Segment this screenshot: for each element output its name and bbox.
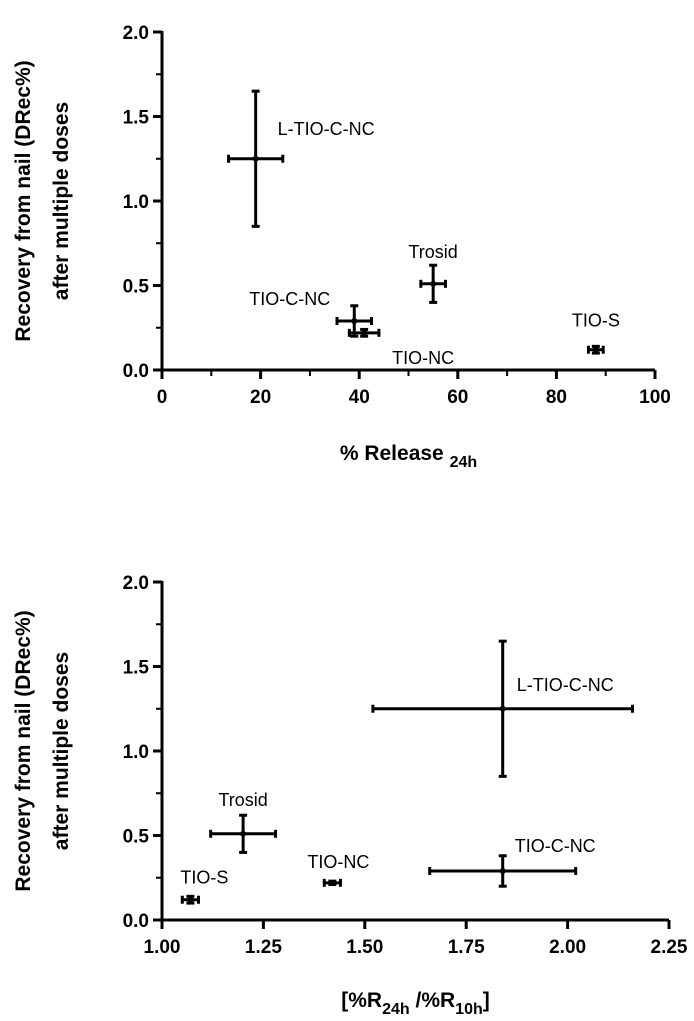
- x-axis-title-main: % Release: [340, 442, 450, 465]
- point-label: Trosid: [218, 790, 267, 810]
- y-axis-title-line2: after multiple doses: [50, 652, 73, 850]
- point-label: Trosid: [408, 242, 457, 262]
- point-label: TIO-NC: [307, 852, 369, 872]
- y-tick-label: 0.5: [123, 827, 150, 848]
- x-axis-title-end: ]: [483, 989, 490, 1012]
- x-axis-title-mid: /%R: [410, 989, 456, 1012]
- y-tick-label: 2.0: [123, 23, 149, 44]
- x-axis-title-subscript-1: 24h: [382, 1001, 410, 1018]
- data-point-tio-nc: TIO-NC: [347, 327, 454, 368]
- x-tick-label: 60: [447, 387, 468, 408]
- x-tick-label: 1.50: [346, 937, 383, 958]
- point-marker: [351, 317, 358, 324]
- point-marker: [499, 867, 506, 874]
- point-marker: [592, 346, 599, 353]
- x-tick-label: 100: [639, 387, 671, 408]
- y-axis-title-line1: Recovery from nail (DRec%): [12, 60, 35, 341]
- x-tick-label: 1.75: [448, 937, 485, 958]
- point-marker: [240, 830, 247, 837]
- x-axis-title-subscript-2: 10h: [455, 1001, 483, 1018]
- chart-release-24h: 0.0 0.5 1.0 1.5 2.0 0 20 40 60 80 100 Recovery from…: [12, 23, 671, 471]
- point-label: TIO-C-NC: [515, 836, 596, 856]
- x-tick-label: 1.25: [245, 937, 282, 958]
- data-point-tio-c-nc: TIO-C-NC: [428, 836, 596, 888]
- data-point-tio-c-nc: TIO-C-NC: [249, 289, 374, 338]
- y-tick-label: 0.0: [123, 361, 149, 382]
- point-label: L-TIO-C-NC: [278, 119, 375, 139]
- y-tick-label: 2.0: [123, 573, 149, 594]
- x-axis-title-subscript: 24h: [450, 454, 478, 471]
- y-tick-label: 1.0: [123, 742, 149, 763]
- point-label: TIO-S: [180, 868, 228, 888]
- x-tick-label: 40: [349, 387, 370, 408]
- x-tick-label: 20: [250, 387, 271, 408]
- data-point-l-tio-c-nc: L-TIO-C-NC: [227, 89, 375, 228]
- data-point-tio-s: TIO-S: [180, 868, 228, 905]
- data-point-l-tio-c-nc: L-TIO-C-NC: [371, 639, 634, 778]
- point-label: L-TIO-C-NC: [517, 675, 614, 695]
- point-marker: [329, 879, 336, 886]
- y-tick-label: 1.5: [123, 658, 150, 679]
- x-tick-label: 0: [157, 387, 168, 408]
- y-tick-label: 0.0: [123, 911, 149, 932]
- data-point-tio-nc: TIO-NC: [307, 852, 369, 887]
- y-tick-label: 1.0: [123, 192, 149, 213]
- point-marker: [430, 280, 437, 287]
- x-axis-title: % Release 24h: [340, 442, 477, 471]
- x-tick-label: 80: [546, 387, 567, 408]
- x-axis-title-main: [%R: [341, 989, 382, 1012]
- y-tick-label: 1.5: [123, 108, 150, 129]
- point-marker: [187, 896, 194, 903]
- x-tick-label: 2.00: [549, 937, 586, 958]
- point-marker: [361, 329, 368, 336]
- x-tick-label: 2.25: [651, 937, 688, 958]
- point-label: TIO-S: [572, 311, 620, 331]
- y-axis-title-line1: Recovery from nail (DRec%): [12, 610, 35, 891]
- data-point-trosid: Trosid: [209, 790, 278, 854]
- x-tick-label: 1.00: [144, 937, 181, 958]
- data-point-tio-s: TIO-S: [572, 311, 620, 355]
- y-axis-title-line2: after multiple doses: [50, 102, 73, 300]
- point-marker: [499, 705, 506, 712]
- point-marker: [252, 155, 259, 162]
- chart-release-ratio: 0.0 0.5 1.0 1.5 2.0 1.00 1.25 1.50 1.75 2.00 2.25 R…: [12, 573, 688, 1018]
- data-point-trosid: Trosid: [408, 242, 458, 304]
- y-tick-label: 0.5: [123, 277, 150, 298]
- point-label: TIO-NC: [392, 348, 454, 368]
- x-axis-title: [%R24h /%R10h]: [341, 989, 490, 1018]
- point-label: TIO-C-NC: [249, 289, 330, 309]
